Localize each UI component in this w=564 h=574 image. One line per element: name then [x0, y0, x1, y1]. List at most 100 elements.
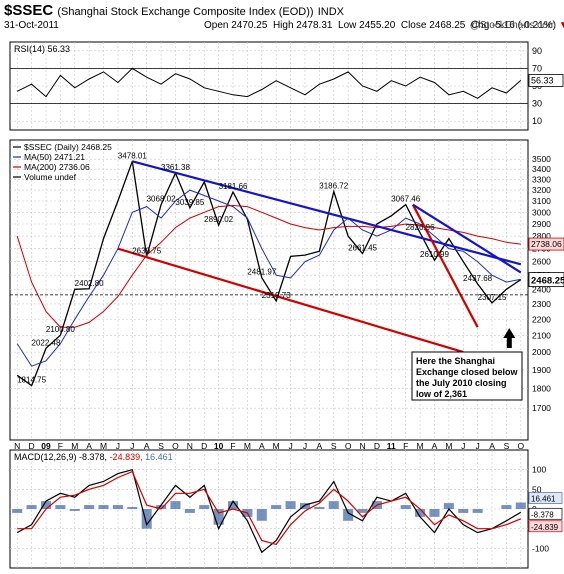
price-annotation: 2307.15 [478, 293, 507, 302]
x-month-label: F [230, 441, 235, 451]
x-month-label: M [445, 441, 452, 451]
symbol: $SSEC [4, 2, 54, 19]
macd-title: MACD(12,26,9) -8.378, -24.839, 16.461 [14, 452, 173, 462]
macd-histogram-bar [12, 509, 23, 513]
x-month-label: A [317, 441, 323, 451]
macd-histogram-bar [55, 505, 66, 509]
ma200-last-value-box [528, 237, 564, 251]
open-value: Open 2470.25 [204, 20, 268, 31]
price-annotation: 3186.72 [319, 181, 348, 190]
price-tick-label: 2900 [532, 219, 551, 229]
close-value: Close 2468.25 [400, 20, 466, 31]
macd-histogram-bar [443, 503, 454, 509]
macd-histogram-bar [40, 501, 52, 509]
callout-arrow-stem [506, 338, 512, 348]
x-month-label: D [29, 441, 35, 451]
price-tick-label: 1700 [532, 403, 551, 413]
rsi-last-value-box [528, 74, 564, 87]
x-month-label: O [345, 441, 352, 451]
price-annotation: 2402.80 [75, 279, 104, 288]
legend-entry: $SSEC (Daily) 2468.25 [24, 142, 112, 152]
macd-histogram-bar [26, 505, 37, 509]
price-tick-label: 2600 [532, 257, 551, 267]
macd-histogram-bar [69, 509, 80, 511]
price-annotation: 2319.73 [262, 291, 291, 300]
x-month-label: S [504, 441, 510, 451]
macd-histogram-bar [84, 505, 95, 509]
price-annotation: 3039.85 [175, 198, 204, 207]
x-month-label: O [172, 441, 179, 451]
price-tick-label: 3400 [532, 164, 551, 174]
price-tick-label: 3300 [532, 174, 551, 184]
x-month-label: A [144, 441, 150, 451]
x-month-label: J [116, 441, 120, 451]
x-month-label: J [130, 441, 134, 451]
watermark: @StockCharts.com [469, 20, 556, 31]
x-month-label: J [461, 441, 465, 451]
x-month-label: A [86, 441, 92, 451]
price-annotation: 3361.38 [161, 163, 190, 172]
price-series-0 [16, 161, 522, 387]
macd-histogram-bar [112, 505, 123, 509]
x-month-label: J [303, 441, 307, 451]
rsi-tick-label: 70 [532, 63, 542, 73]
callout-text: Here the Shanghai Exchange closed below th… [416, 356, 519, 399]
rsi-tick-label: 30 [532, 99, 542, 109]
change-down-icon: ▼ [558, 20, 564, 31]
macd-last-value: -8.378 [531, 510, 554, 519]
x-month-label: S [331, 441, 337, 451]
price-series-1 [16, 189, 521, 367]
x-month-label: M [71, 441, 78, 451]
legend-entry: Volume undef [24, 172, 77, 182]
x-month-label: N [187, 441, 193, 451]
chart-header: $SSEC (Shanghai Stock Exchange Composite… [0, 0, 564, 40]
price-tick-label: 3100 [532, 196, 551, 206]
chart-date: 31-Oct-2011 [4, 20, 59, 31]
x-month-label: F [58, 441, 63, 451]
x-year-label: 11 [387, 441, 396, 451]
macd-histogram-bar [184, 509, 195, 513]
callout-box [411, 351, 523, 401]
price-annotation: 2100.80 [46, 325, 75, 334]
price-annotation: 3478.01 [118, 151, 147, 160]
x-month-label: A [432, 441, 438, 451]
price-annotation: 3068.02 [147, 195, 176, 204]
x-month-label: A [259, 441, 265, 451]
macd-histogram-bar [256, 509, 267, 521]
macd-tick-label: -100 [532, 543, 549, 553]
price-annotation: 2022.48 [32, 338, 61, 347]
macd-histogram-bar [400, 505, 411, 509]
symbol-title: $SSEC (Shanghai Stock Exchange Composite… [4, 2, 344, 19]
price-annotation: 2661.45 [348, 244, 377, 253]
quote-line: Open 2470.25 High 2478.31 Low 2455.20 Cl… [204, 20, 564, 31]
macd-histogram-bar [141, 509, 152, 529]
x-month-label: M [244, 441, 251, 451]
rsi-tick-label: 90 [532, 46, 542, 56]
price-tick-label: 3200 [532, 185, 551, 195]
price-annotation: 2610.99 [420, 250, 449, 259]
macd-histogram-bar [98, 505, 109, 509]
trendline-2 [411, 204, 479, 328]
macd-histogram-bar [314, 507, 325, 509]
high-value: High 2478.31 [272, 20, 333, 31]
panel-frame-2 [9, 449, 529, 569]
price-annotation: 2639.75 [132, 246, 161, 255]
macd-histogram-bar [415, 509, 426, 517]
price-annotation: 3181.66 [219, 182, 248, 191]
price-annotation: 2826.96 [406, 223, 435, 232]
price-last-value: 2468.25 [531, 276, 564, 287]
macd-last-value-box [528, 520, 563, 533]
macd-histogram-bar [271, 505, 282, 509]
rsi-series-line [16, 67, 522, 99]
price-tick-label: 3500 [532, 154, 551, 164]
x-month-label: M [100, 441, 107, 451]
x-month-label: M [417, 441, 424, 451]
change-value: Chg -5.16 (-0.21%) [470, 20, 556, 31]
price-tick-label: 1900 [532, 365, 551, 375]
price-annotation: 2481.97 [247, 268, 276, 277]
macd-histogram-bar [227, 501, 239, 509]
x-year-label: 10 [214, 441, 224, 451]
macd-last-value: -24.839 [531, 523, 559, 532]
ma200-last-value: 2738.06 [531, 239, 562, 249]
